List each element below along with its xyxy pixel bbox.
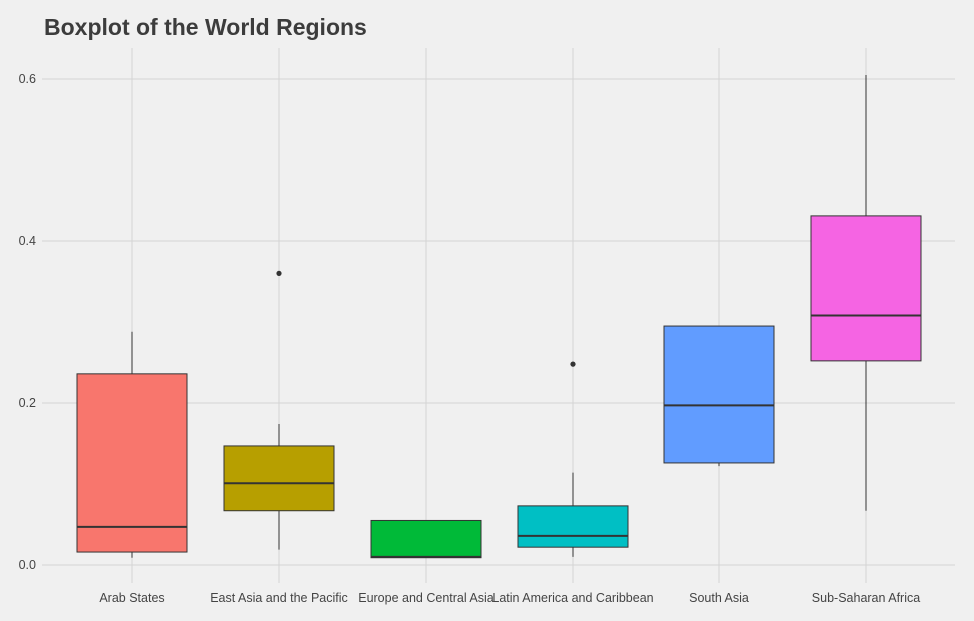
outlier-point — [276, 270, 282, 276]
x-tick-label: East Asia and the Pacific — [210, 591, 348, 605]
box — [223, 445, 335, 512]
y-tick-label: 0.0 — [19, 558, 36, 572]
box — [76, 373, 188, 553]
box — [517, 505, 629, 548]
x-tick-label: Europe and Central Asia — [358, 591, 494, 605]
x-tick-label: Latin America and Caribbean — [492, 591, 653, 605]
x-tick-label: Arab States — [99, 591, 164, 605]
chart-title: Boxplot of the World Regions — [44, 14, 367, 40]
box — [370, 519, 482, 559]
x-tick-label: Sub-Saharan Africa — [812, 591, 920, 605]
box — [810, 215, 922, 362]
outlier-point — [570, 361, 576, 367]
y-tick-label: 0.6 — [19, 72, 36, 86]
box — [663, 325, 775, 464]
y-tick-label: 0.2 — [19, 396, 36, 410]
x-tick-label: South Asia — [689, 591, 749, 605]
y-tick-label: 0.4 — [19, 234, 36, 248]
